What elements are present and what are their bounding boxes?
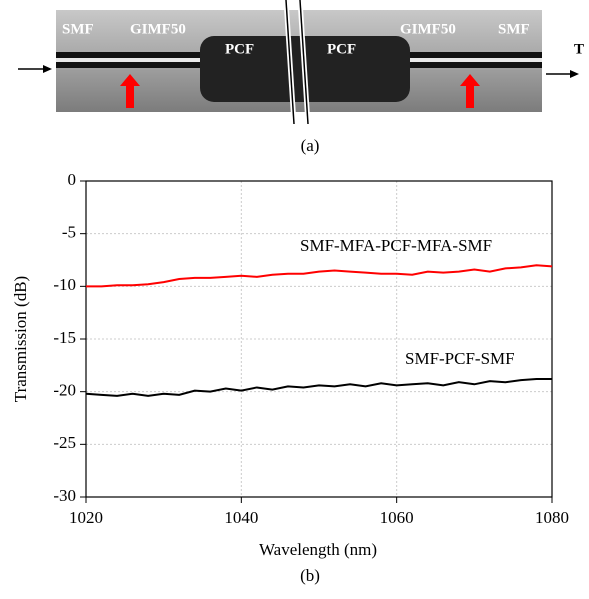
label: T bbox=[574, 41, 584, 57]
plot-frame bbox=[85, 180, 553, 498]
series-label: SMF-PCF-SMF bbox=[405, 349, 515, 368]
label: PCF bbox=[327, 41, 356, 57]
input-arrow-head bbox=[43, 65, 52, 73]
x-axis-label: Wavelength (nm) bbox=[259, 540, 377, 559]
series-label: SMF-MFA-PCF-MFA-SMF bbox=[300, 236, 492, 255]
y-tick-label: -10 bbox=[53, 275, 76, 294]
y-tick-label: -15 bbox=[53, 328, 76, 347]
red-arrow bbox=[120, 74, 140, 108]
label: GIMF50 bbox=[400, 21, 456, 37]
y-tick-label: -5 bbox=[62, 223, 76, 242]
fiber-image: SMF GIMF50 PCF PCF GIMF50 SMF T bbox=[18, 0, 584, 125]
caption: (a) bbox=[301, 136, 320, 155]
label: SMF bbox=[498, 21, 530, 37]
y-tick-label: -25 bbox=[53, 433, 76, 452]
x-tick-label: 1040 bbox=[224, 508, 258, 527]
label: PCF bbox=[225, 41, 254, 57]
break bbox=[285, 0, 295, 125]
x-tick-label: 1080 bbox=[535, 508, 569, 527]
x-tick-label: 1060 bbox=[380, 508, 414, 527]
label: GIMF50 bbox=[130, 21, 186, 37]
break bbox=[299, 0, 309, 125]
y-tick-label: 0 bbox=[68, 170, 77, 189]
series-line bbox=[86, 264, 553, 288]
series-line bbox=[85, 378, 552, 397]
caption: (b) bbox=[300, 566, 320, 585]
y-tick-label: -20 bbox=[53, 381, 76, 400]
y-axis-label: Transmission (dB) bbox=[11, 276, 30, 402]
y-tick-label: -30 bbox=[53, 486, 76, 505]
x-tick-label: 1020 bbox=[69, 508, 103, 527]
label: SMF bbox=[62, 21, 94, 37]
red-arrow bbox=[460, 74, 480, 108]
output-arrow-head bbox=[570, 70, 579, 78]
